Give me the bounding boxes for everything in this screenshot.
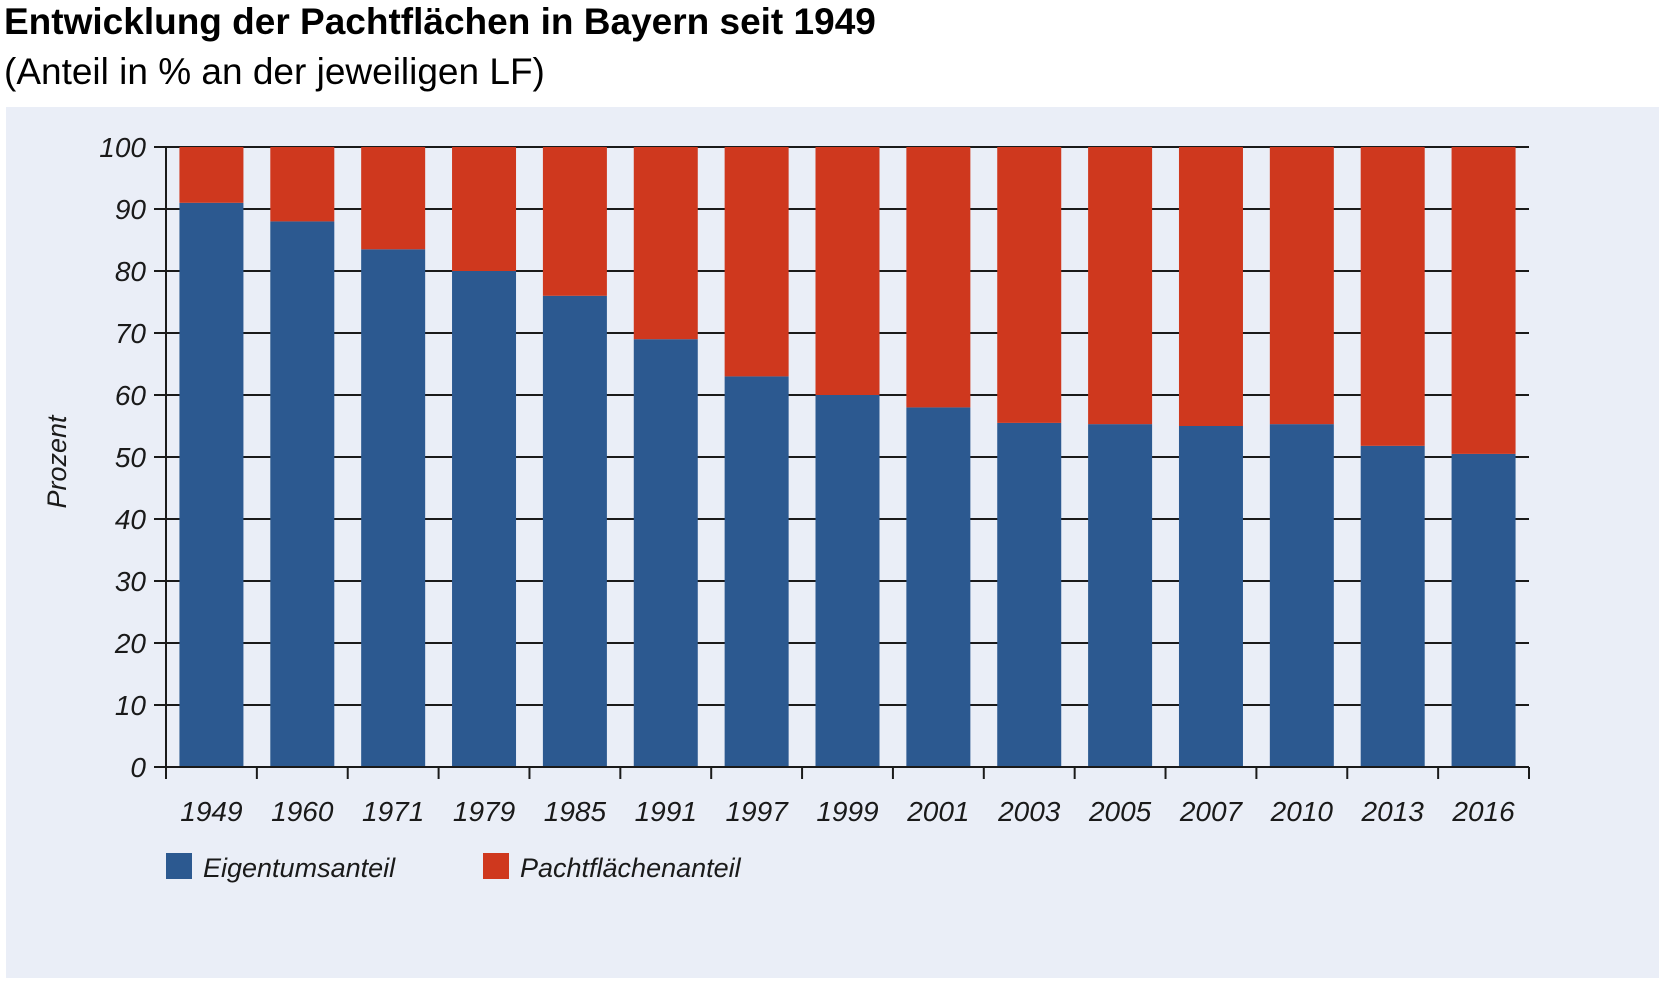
legend: Eigentumsanteil Pachtflächenanteil (166, 853, 742, 883)
bar-pacht (1451, 147, 1516, 454)
bar-pacht (906, 147, 971, 408)
bar-pacht (542, 147, 607, 296)
chart-subtitle: (Anteil in % an der jeweiligen LF) (4, 51, 545, 92)
bar-pacht (724, 147, 789, 377)
y-tick-label: 70 (115, 318, 147, 349)
x-tick-label: 1949 (180, 796, 242, 827)
y-tick-label: 20 (114, 628, 147, 659)
chart-title: Entwicklung der Pachtflächen in Bayern s… (4, 1, 876, 42)
bar-eigentum (724, 376, 789, 767)
x-tick-label: 2007 (1179, 796, 1244, 827)
bar-pacht (815, 147, 880, 395)
stacked-bar-chart: 0 10 20 30 40 50 60 70 80 90 100 1949 1960 1971 1979 19… (6, 107, 1659, 978)
legend-label: Eigentumsanteil (203, 853, 396, 883)
x-tick-label: 2001 (906, 796, 969, 827)
y-tick-label: 90 (115, 194, 147, 225)
y-tick-label: 10 (115, 690, 147, 721)
bar-pacht (361, 147, 426, 250)
bar-eigentum (542, 295, 607, 767)
x-tick-label: 1960 (271, 796, 334, 827)
bar-eigentum (1269, 424, 1334, 767)
legend-swatch (483, 853, 509, 879)
bar-eigentum (1360, 445, 1425, 767)
y-tick-label: 40 (115, 504, 147, 535)
bars (179, 147, 1516, 768)
bar-pacht (1360, 147, 1425, 446)
x-tick-label: 1997 (725, 796, 789, 827)
legend-label: Pachtflächenanteil (520, 853, 742, 883)
x-tick-label: 1979 (453, 796, 515, 827)
bar-eigentum (1178, 426, 1243, 767)
bar-eigentum (270, 221, 335, 767)
x-tick-label: 1971 (362, 796, 424, 827)
y-tick-label: 100 (99, 132, 146, 163)
x-tick-label: 1985 (544, 796, 607, 827)
tick-labels: 0 10 20 30 40 50 60 70 80 90 100 1949 1960 1971 1979 19… (99, 132, 1515, 827)
legend-swatch (166, 853, 192, 879)
bar-pacht (270, 147, 335, 222)
axes (154, 146, 1530, 779)
bar-pacht (179, 147, 244, 203)
x-tick-label: 2016 (1451, 796, 1515, 827)
bar-eigentum (906, 407, 971, 767)
x-tick-label: 1999 (816, 796, 878, 827)
bar-eigentum (452, 271, 517, 767)
bar-eigentum (361, 249, 426, 768)
bar-pacht (1269, 147, 1334, 425)
y-tick-label: 60 (115, 380, 147, 411)
bar-pacht (997, 147, 1062, 423)
bar-pacht (1178, 147, 1243, 426)
x-tick-label: 2013 (1361, 796, 1425, 827)
chart-panel: 0 10 20 30 40 50 60 70 80 90 100 1949 1960 1971 1979 19… (6, 107, 1659, 978)
bar-pacht (1088, 147, 1153, 425)
x-tick-label: 2003 (997, 796, 1061, 827)
bar-eigentum (1088, 424, 1153, 767)
y-axis-label: Prozent (42, 414, 72, 509)
bar-eigentum (633, 339, 698, 767)
y-tick-label: 80 (115, 256, 147, 287)
x-tick-label: 2010 (1270, 796, 1334, 827)
y-tick-label: 0 (130, 752, 146, 783)
bar-eigentum (815, 395, 880, 767)
x-tick-label: 2005 (1088, 796, 1152, 827)
y-tick-label: 30 (115, 566, 147, 597)
bar-eigentum (997, 422, 1062, 767)
bar-eigentum (1451, 453, 1516, 767)
y-tick-label: 50 (115, 442, 147, 473)
bar-eigentum (179, 202, 244, 768)
bar-pacht (633, 147, 698, 340)
x-tick-label: 1991 (635, 796, 697, 827)
bar-pacht (452, 147, 517, 271)
